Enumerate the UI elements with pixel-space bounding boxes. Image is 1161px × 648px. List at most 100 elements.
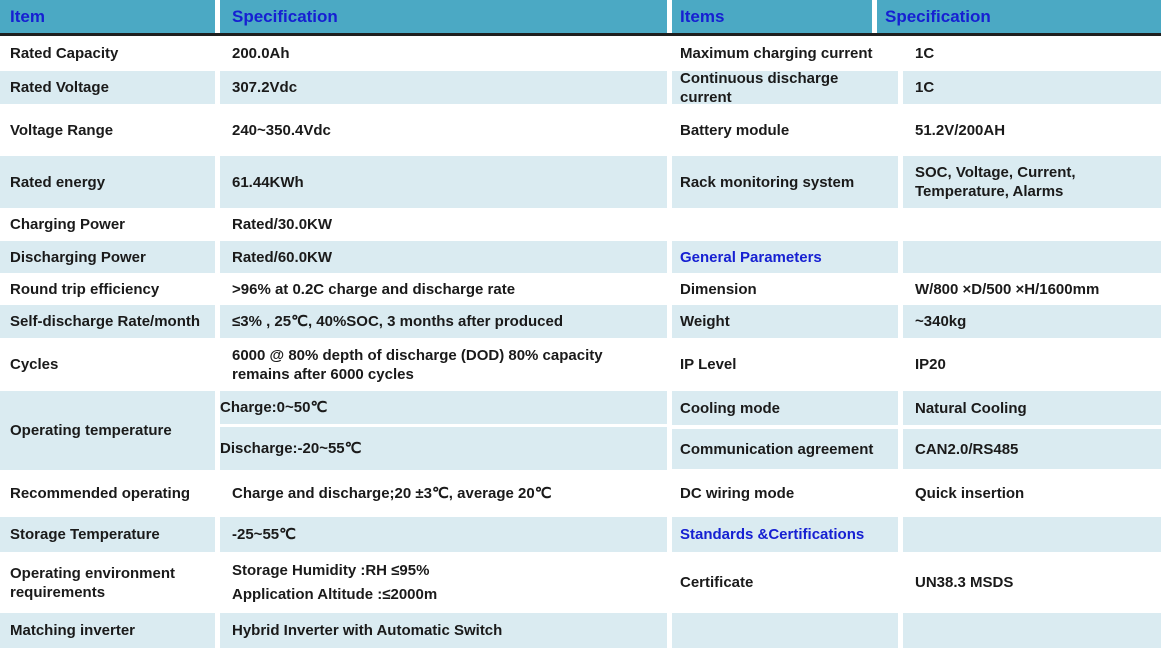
spec-cell-discharge: Discharge:-20~55℃	[220, 427, 667, 470]
spec-subcell-stack: Charge:0~50℃ Discharge:-20~55℃	[220, 391, 667, 470]
item-cell: Operating temperature	[0, 391, 215, 470]
spec-cell	[903, 517, 1161, 552]
spec-cell: 6000 @ 80% depth of discharge (DOD) 80% …	[220, 338, 667, 391]
header-divider	[0, 33, 1161, 36]
table-row: Certificate UN38.3 MSDS	[672, 552, 1161, 613]
item-cell: Battery module	[672, 104, 898, 156]
item-cell: Dimension	[672, 273, 898, 305]
spec-cell: ≤3% , 25℃, 40%SOC, 3 months after produc…	[220, 305, 667, 338]
spec-cell-charge: Charge:0~50℃	[220, 391, 667, 424]
spec-cell: 1C	[903, 36, 1161, 71]
item-cell: Cooling mode	[672, 391, 898, 425]
item-cell: Recommended operating	[0, 470, 215, 517]
table-row: Round trip efficiency >96% at 0.2C charg…	[0, 273, 667, 305]
item-cell: Charging Power	[0, 208, 215, 241]
table-row: Cooling mode Natural Cooling	[672, 391, 1161, 425]
table-row: Recommended operating Charge and dischar…	[0, 470, 667, 517]
item-cell: Certificate	[672, 552, 898, 613]
spec-table-right: Items Specification Maximum charging cur…	[672, 0, 1161, 648]
spec-cell: 240~350.4Vdc	[220, 104, 667, 156]
table-row: Continuous discharge current 1C	[672, 71, 1161, 104]
spec-cell	[903, 241, 1161, 273]
spec-line-altitude: Application Altitude :≤2000m	[232, 586, 438, 603]
item-cell: IP Level	[672, 338, 898, 391]
spec-cell: W/800 ×D/500 ×H/1600mm	[903, 273, 1161, 305]
spec-cell	[903, 208, 1161, 241]
table-row-empty	[672, 613, 1161, 648]
item-cell: Rated Voltage	[0, 71, 215, 104]
spec-table-left: Item Specification Rated Capacity 200.0A…	[0, 0, 667, 648]
spec-cell: Charge and discharge;20 ±3℃, average 20℃	[220, 470, 667, 517]
table-row: DC wiring mode Quick insertion	[672, 469, 1161, 517]
table-row: Operating environment requirements Stora…	[0, 552, 667, 613]
spec-cell: 307.2Vdc	[220, 71, 667, 104]
table-row: Rated Voltage 307.2Vdc	[0, 71, 667, 104]
header-item-left: Item	[0, 0, 215, 33]
table-row: Communication agreement CAN2.0/RS485	[672, 429, 1161, 469]
section-label: General Parameters	[672, 241, 898, 273]
table-row: Self-discharge Rate/month ≤3% , 25℃, 40%…	[0, 305, 667, 338]
subcell-divider	[220, 424, 667, 427]
item-cell: DC wiring mode	[672, 469, 898, 517]
spec-cell: Natural Cooling	[903, 391, 1161, 425]
item-cell: Continuous discharge current	[672, 71, 898, 104]
spec-cell: CAN2.0/RS485	[903, 429, 1161, 469]
item-cell: Weight	[672, 305, 898, 338]
table-row: Matching inverter Hybrid Inverter with A…	[0, 613, 667, 648]
table-row: Weight ~340kg	[672, 305, 1161, 338]
table-row-empty	[672, 208, 1161, 241]
spec-cell: SOC, Voltage, Current, Temperature, Alar…	[903, 156, 1161, 208]
table-row-operating-temperature: Operating temperature Charge:0~50℃ Disch…	[0, 391, 667, 470]
item-cell: Self-discharge Rate/month	[0, 305, 215, 338]
section-row-standards-certifications: Standards &Certifications	[672, 517, 1161, 552]
spec-line-humidity: Storage Humidity :RH ≤95%	[232, 562, 430, 579]
header-item-right: Items	[672, 0, 872, 33]
table-row: Discharging Power Rated/60.0KW	[0, 241, 667, 273]
table-row: Cycles 6000 @ 80% depth of discharge (DO…	[0, 338, 667, 391]
spec-cell: Storage Humidity :RH ≤95% Application Al…	[220, 552, 667, 613]
item-cell: Cycles	[0, 338, 215, 391]
table-row: Dimension W/800 ×D/500 ×H/1600mm	[672, 273, 1161, 305]
table-row: Rated energy 61.44KWh	[0, 156, 667, 208]
header-row-right: Items Specification	[672, 0, 1161, 36]
item-cell: Rated energy	[0, 156, 215, 208]
spec-cell: IP20	[903, 338, 1161, 391]
spec-cell: 61.44KWh	[220, 156, 667, 208]
spec-cell: Rated/30.0KW	[220, 208, 667, 241]
spec-cell: >96% at 0.2C charge and discharge rate	[220, 273, 667, 305]
header-spec-right: Specification	[877, 0, 1161, 33]
table-row: Voltage Range 240~350.4Vdc	[0, 104, 667, 156]
spec-cell: Rated/60.0KW	[220, 241, 667, 273]
item-cell: Operating environment requirements	[0, 552, 215, 613]
table-row: Maximum charging current 1C	[672, 36, 1161, 71]
spec-cell: ~340kg	[903, 305, 1161, 338]
spec-cell: UN38.3 MSDS	[903, 552, 1161, 613]
table-row: Rack monitoring system SOC, Voltage, Cur…	[672, 156, 1161, 208]
item-cell: Communication agreement	[672, 429, 898, 469]
section-label: Standards &Certifications	[672, 517, 898, 552]
spec-cell: 200.0Ah	[220, 36, 667, 71]
item-cell: Rack monitoring system	[672, 156, 898, 208]
spec-cell: 1C	[903, 71, 1161, 104]
spec-cell: Hybrid Inverter with Automatic Switch	[220, 613, 667, 648]
header-spec-left: Specification	[220, 0, 667, 33]
item-cell: Round trip efficiency	[0, 273, 215, 305]
item-cell	[672, 208, 898, 241]
spec-cell: -25~55℃	[220, 517, 667, 552]
item-cell: Maximum charging current	[672, 36, 898, 71]
spec-cell: 51.2V/200AH	[903, 104, 1161, 156]
table-row: Charging Power Rated/30.0KW	[0, 208, 667, 241]
table-row: Battery module 51.2V/200AH	[672, 104, 1161, 156]
table-row: Rated Capacity 200.0Ah	[0, 36, 667, 71]
item-cell: Matching inverter	[0, 613, 215, 648]
item-cell	[672, 613, 898, 648]
spec-cell	[903, 613, 1161, 648]
header-row-left: Item Specification	[0, 0, 667, 36]
item-cell: Discharging Power	[0, 241, 215, 273]
table-row: Storage Temperature -25~55℃	[0, 517, 667, 552]
item-cell: Voltage Range	[0, 104, 215, 156]
section-row-general-parameters: General Parameters	[672, 241, 1161, 273]
spec-cell: Quick insertion	[903, 469, 1161, 517]
item-cell: Storage Temperature	[0, 517, 215, 552]
